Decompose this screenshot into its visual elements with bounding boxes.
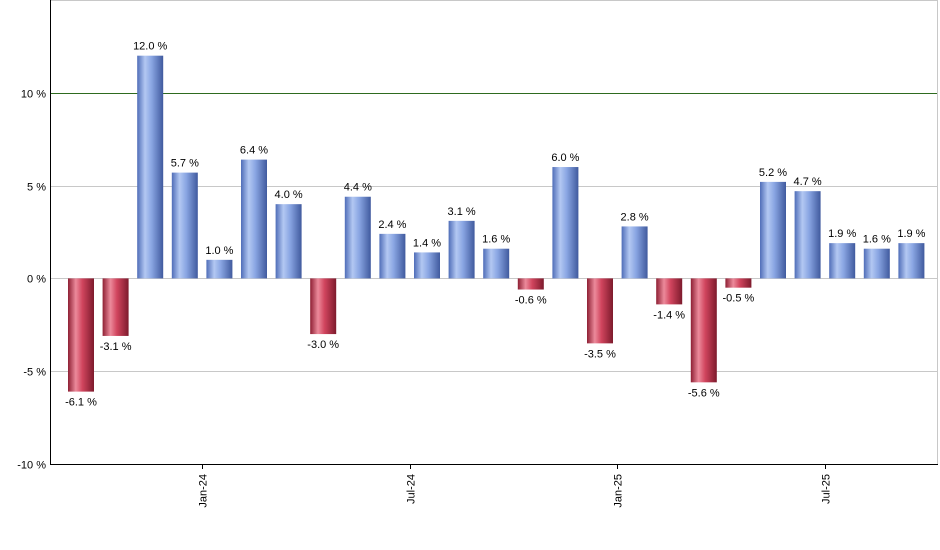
data-label-3: 5.7 % — [171, 158, 199, 170]
data-label-15: -3.5 % — [584, 348, 616, 360]
data-label-0: -6.1 % — [65, 397, 97, 409]
data-label-8: 4.4 % — [344, 182, 372, 194]
bar-8 — [344, 196, 371, 279]
data-label-9: 2.4 % — [378, 219, 406, 231]
x-tick-label-0: Jan-24 — [198, 474, 210, 508]
bar-20 — [760, 181, 786, 279]
data-label-22: 1.9 % — [828, 228, 856, 240]
bar-5 — [241, 159, 267, 279]
bar-4 — [206, 259, 233, 279]
bar-9 — [379, 233, 406, 279]
bar-6 — [275, 204, 302, 279]
x-tick-label-2: Jan-25 — [613, 474, 625, 508]
bar-13 — [517, 278, 544, 290]
data-label-18: -5.6 % — [688, 387, 720, 399]
data-label-21: 4.7 % — [794, 176, 822, 188]
y-tick-label-1: -5 % — [23, 367, 46, 379]
data-label-1: -3.1 % — [100, 341, 132, 353]
bar-15 — [587, 278, 613, 344]
x-tick-label-1: Jul-24 — [406, 474, 418, 504]
data-label-5: 6.4 % — [240, 145, 268, 157]
bars — [68, 55, 925, 392]
data-label-7: -3.0 % — [307, 339, 339, 351]
bar-22 — [829, 243, 856, 279]
bar-7 — [310, 278, 337, 335]
data-label-23: 1.6 % — [863, 234, 891, 246]
bar-16 — [621, 226, 648, 279]
bar-18 — [690, 278, 717, 383]
data-label-10: 1.4 % — [413, 237, 441, 249]
bar-0 — [68, 278, 94, 392]
data-label-12: 1.6 % — [482, 234, 510, 246]
axes: -10 % -5 % 0 % 5 % 10 % Jan-24 Jul-24 Jan-25 Jul… — [17, 0, 938, 508]
data-labels: -6.1 % -3.1 % 12.0 % 5.7 % 1.0 % 6.4 % 4.0 % -3… — [65, 41, 926, 409]
bar-12 — [483, 248, 510, 279]
y-tick-label-2: 0 % — [27, 274, 46, 286]
bar-21 — [794, 191, 821, 279]
bar-23 — [863, 248, 890, 279]
data-label-11: 3.1 % — [448, 206, 476, 218]
data-label-19: -0.5 % — [723, 293, 755, 305]
y-tick-label-3: 5 % — [27, 182, 46, 194]
bar-11 — [448, 220, 475, 279]
bar-1 — [102, 278, 129, 336]
data-label-20: 5.2 % — [759, 167, 787, 179]
bar-14 — [552, 167, 579, 279]
bar-19 — [725, 278, 752, 288]
data-label-2: 12.0 % — [133, 41, 167, 53]
bar-3 — [171, 172, 198, 279]
y-tick-label-0: -10 % — [17, 460, 46, 472]
data-label-24: 1.9 % — [897, 228, 925, 240]
data-label-13: -0.6 % — [515, 295, 547, 307]
y-tick-label-4: 10 % — [21, 89, 46, 101]
bar-17 — [656, 278, 683, 305]
bar-10 — [414, 252, 440, 279]
bar-2 — [137, 55, 164, 279]
data-label-16: 2.8 % — [621, 211, 649, 223]
data-label-14: 6.0 % — [551, 152, 579, 164]
data-label-4: 1.0 % — [205, 245, 233, 257]
bar-24 — [898, 243, 925, 279]
data-label-17: -1.4 % — [653, 309, 685, 321]
data-label-6: 4.0 % — [275, 189, 303, 201]
x-tick-label-3: Jul-25 — [821, 474, 833, 504]
